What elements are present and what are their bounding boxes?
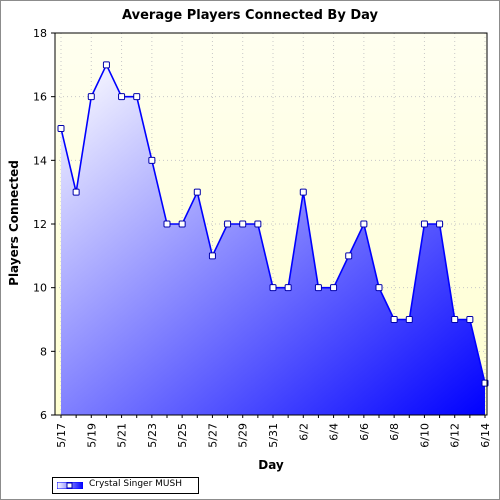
- data-point-marker: [57, 125, 65, 132]
- x-tick-label: 5/21: [116, 423, 129, 448]
- data-point-marker: [405, 316, 413, 323]
- data-point-marker: [330, 284, 338, 292]
- y-tick-label: 18: [33, 27, 47, 40]
- data-point-marker: [148, 156, 156, 164]
- data-point-marker: [466, 316, 474, 323]
- data-point-marker: [254, 220, 262, 228]
- x-tick-label: 5/23: [146, 423, 159, 448]
- y-tick-label: 6: [40, 409, 47, 422]
- x-tick-label: 6/14: [479, 423, 492, 448]
- x-tick-label: 6/4: [328, 423, 341, 441]
- x-tick-label: 6/6: [358, 423, 371, 441]
- data-point-marker: [163, 220, 171, 228]
- x-tick-label: 5/27: [206, 423, 219, 448]
- data-point-marker: [390, 316, 398, 323]
- series-area-fill: [61, 64, 485, 415]
- x-tick-label: 6/10: [418, 423, 431, 448]
- data-point-marker: [193, 188, 201, 196]
- data-point-marker: [299, 188, 307, 196]
- data-point-marker: [178, 220, 186, 228]
- x-tick-label: 5/19: [85, 423, 98, 448]
- data-point-marker: [87, 93, 95, 101]
- x-tick-label: 5/29: [237, 423, 250, 448]
- x-tick-label: 5/31: [267, 423, 280, 448]
- x-tick-label: 6/2: [297, 423, 310, 441]
- data-point-marker: [102, 61, 110, 69]
- data-point-marker: [420, 220, 428, 228]
- y-tick-label: 12: [33, 218, 47, 231]
- y-tick-label: 8: [40, 345, 47, 358]
- data-point-marker: [284, 284, 292, 292]
- data-point-marker: [118, 93, 126, 101]
- data-point-marker: [345, 252, 353, 260]
- data-point-marker: [360, 220, 368, 228]
- data-point-marker: [239, 220, 247, 228]
- y-tick-label: 14: [33, 154, 47, 167]
- data-point-marker: [451, 316, 459, 323]
- data-point-marker: [436, 220, 444, 228]
- data-point-marker: [133, 93, 141, 101]
- y-tick-label: 10: [33, 282, 47, 295]
- x-axis-label: Day: [258, 458, 284, 472]
- data-point-marker: [375, 284, 383, 292]
- x-tick-label: 6/8: [388, 423, 401, 441]
- data-point-marker: [72, 188, 80, 196]
- legend-swatch: [57, 482, 83, 489]
- legend-label: Crystal Singer MUSH: [89, 479, 182, 489]
- data-point-marker: [224, 220, 232, 228]
- data-point-marker: [314, 284, 322, 292]
- chart-title: Average Players Connected By Day: [122, 8, 378, 23]
- data-point-marker: [269, 284, 277, 292]
- y-tick-label: 16: [33, 91, 47, 104]
- x-tick-label: 5/25: [176, 423, 189, 448]
- data-point-marker: [208, 252, 216, 260]
- legend: Crystal Singer MUSH: [52, 477, 199, 494]
- x-tick-label: 5/17: [55, 423, 68, 448]
- x-tick-label: 6/12: [449, 423, 462, 448]
